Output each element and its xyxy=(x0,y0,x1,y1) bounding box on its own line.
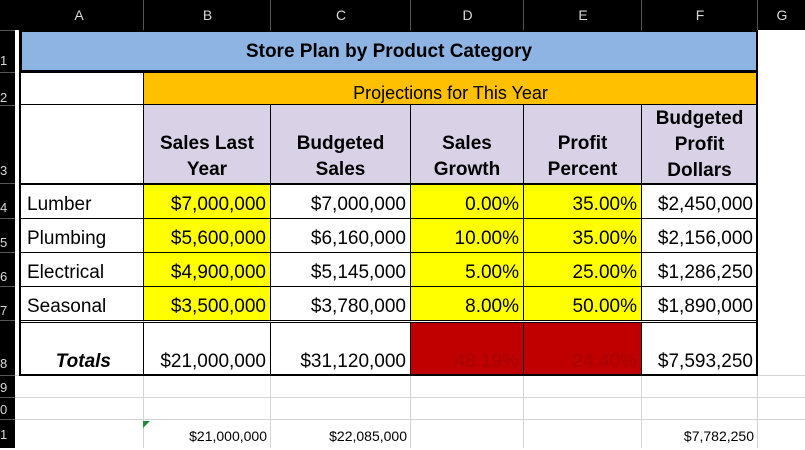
totals-sales-last-year[interactable]: $21,000,000 xyxy=(143,322,271,376)
row-header-7[interactable]: 7 xyxy=(0,286,15,320)
row-header-10[interactable]: 0 xyxy=(0,397,15,419)
column-header-e[interactable]: E xyxy=(523,0,642,30)
column-header-bar: A B C D E F G xyxy=(0,0,805,30)
growth-cell[interactable]: 0.00% xyxy=(410,184,524,219)
header-line: Growth xyxy=(433,159,501,180)
budgeted-sales-cell[interactable]: $6,160,000 xyxy=(270,218,411,253)
profit-percent-cell[interactable]: 35.00% xyxy=(523,218,642,253)
header-line: Sales Last xyxy=(160,133,254,154)
header-line: Sales xyxy=(442,133,492,154)
totals-budgeted-sales[interactable]: $31,120,000 xyxy=(270,322,411,376)
column-header-d[interactable]: D xyxy=(410,0,524,30)
totals-growth[interactable]: 48.19% xyxy=(410,322,524,376)
totals-label[interactable]: Totals xyxy=(20,322,144,376)
cell-a2[interactable] xyxy=(20,72,144,105)
column-header-c[interactable]: C xyxy=(270,0,411,30)
profit-dollars-cell[interactable]: $2,156,000 xyxy=(641,218,758,253)
row11-f-cell[interactable]: $7,782,250 xyxy=(683,428,754,444)
totals-profit-dollars[interactable]: $7,593,250 xyxy=(641,322,758,376)
category-cell[interactable]: Plumbing xyxy=(20,218,144,253)
header-line: Budgeted xyxy=(655,108,744,129)
header-budgeted-profit-dollars[interactable]: Budgeted Profit Dollars xyxy=(641,104,758,184)
row11-c-cell[interactable]: $22,085,000 xyxy=(329,428,407,444)
error-indicator-icon xyxy=(143,421,150,428)
column-header-b[interactable]: B xyxy=(143,0,271,30)
profit-percent-cell[interactable]: 25.00% xyxy=(523,252,642,287)
totals-profit-percent[interactable]: 24.40% xyxy=(523,322,642,376)
header-line: Profit xyxy=(557,133,608,154)
growth-cell[interactable]: 8.00% xyxy=(410,286,524,321)
cell-a3[interactable] xyxy=(20,104,144,184)
budgeted-sales-cell[interactable]: $7,000,000 xyxy=(270,184,411,219)
title-cell[interactable]: Store Plan by Product Category xyxy=(20,30,758,72)
header-line: Year xyxy=(186,159,228,180)
header-line: Dollars xyxy=(667,160,732,181)
profit-percent-cell[interactable]: 35.00% xyxy=(523,184,642,219)
row-header-4[interactable]: 4 xyxy=(0,183,15,218)
header-line: Percent xyxy=(547,159,618,180)
column-header-g[interactable]: G xyxy=(757,0,805,30)
category-cell[interactable]: Lumber xyxy=(20,184,144,219)
row-header-9[interactable]: 9 xyxy=(0,375,15,397)
category-cell[interactable]: Electrical xyxy=(20,252,144,287)
row-header-6[interactable]: 6 xyxy=(0,252,15,286)
sales-last-year-cell[interactable]: $5,600,000 xyxy=(143,218,271,253)
gridline xyxy=(15,397,805,398)
sales-last-year-cell[interactable]: $4,900,000 xyxy=(143,252,271,287)
row-header-8[interactable]: 8 xyxy=(0,320,15,375)
budgeted-sales-cell[interactable]: $3,780,000 xyxy=(270,286,411,321)
category-cell[interactable]: Seasonal xyxy=(20,286,144,321)
profit-percent-cell[interactable]: 50.00% xyxy=(523,286,642,321)
row-header-bar: 1 2 3 4 5 6 7 8 9 0 1 xyxy=(0,30,15,448)
row-header-1[interactable]: 1 xyxy=(0,30,15,72)
gridline xyxy=(15,419,805,420)
growth-cell[interactable]: 5.00% xyxy=(410,252,524,287)
row11-b-cell[interactable]: $21,000,000 xyxy=(189,428,267,444)
row-header-11[interactable]: 1 xyxy=(0,419,15,448)
header-budgeted-sales[interactable]: Budgeted Sales xyxy=(270,104,411,184)
profit-dollars-cell[interactable]: $1,890,000 xyxy=(641,286,758,321)
row-header-3[interactable]: 3 xyxy=(0,105,15,183)
header-line: Profit xyxy=(674,134,725,155)
header-line: Sales xyxy=(315,159,366,180)
column-header-a[interactable]: A xyxy=(74,7,84,23)
subtitle-cell[interactable]: Projections for This Year xyxy=(143,72,758,105)
column-header-f[interactable]: F xyxy=(641,0,758,30)
sales-last-year-cell[interactable]: $3,500,000 xyxy=(143,286,271,321)
row-header-5[interactable]: 5 xyxy=(0,218,15,252)
header-line: Budgeted xyxy=(296,133,385,154)
header-sales-growth[interactable]: Sales Growth xyxy=(410,104,524,184)
growth-cell[interactable]: 10.00% xyxy=(410,218,524,253)
profit-dollars-cell[interactable]: $2,450,000 xyxy=(641,184,758,219)
budgeted-sales-cell[interactable]: $5,145,000 xyxy=(270,252,411,287)
header-sales-last-year[interactable]: Sales Last Year xyxy=(143,104,271,184)
sales-last-year-cell[interactable]: $7,000,000 xyxy=(143,184,271,219)
row-header-2[interactable]: 2 xyxy=(0,72,15,105)
header-profit-percent[interactable]: Profit Percent xyxy=(523,104,642,184)
profit-dollars-cell[interactable]: $1,286,250 xyxy=(641,252,758,287)
